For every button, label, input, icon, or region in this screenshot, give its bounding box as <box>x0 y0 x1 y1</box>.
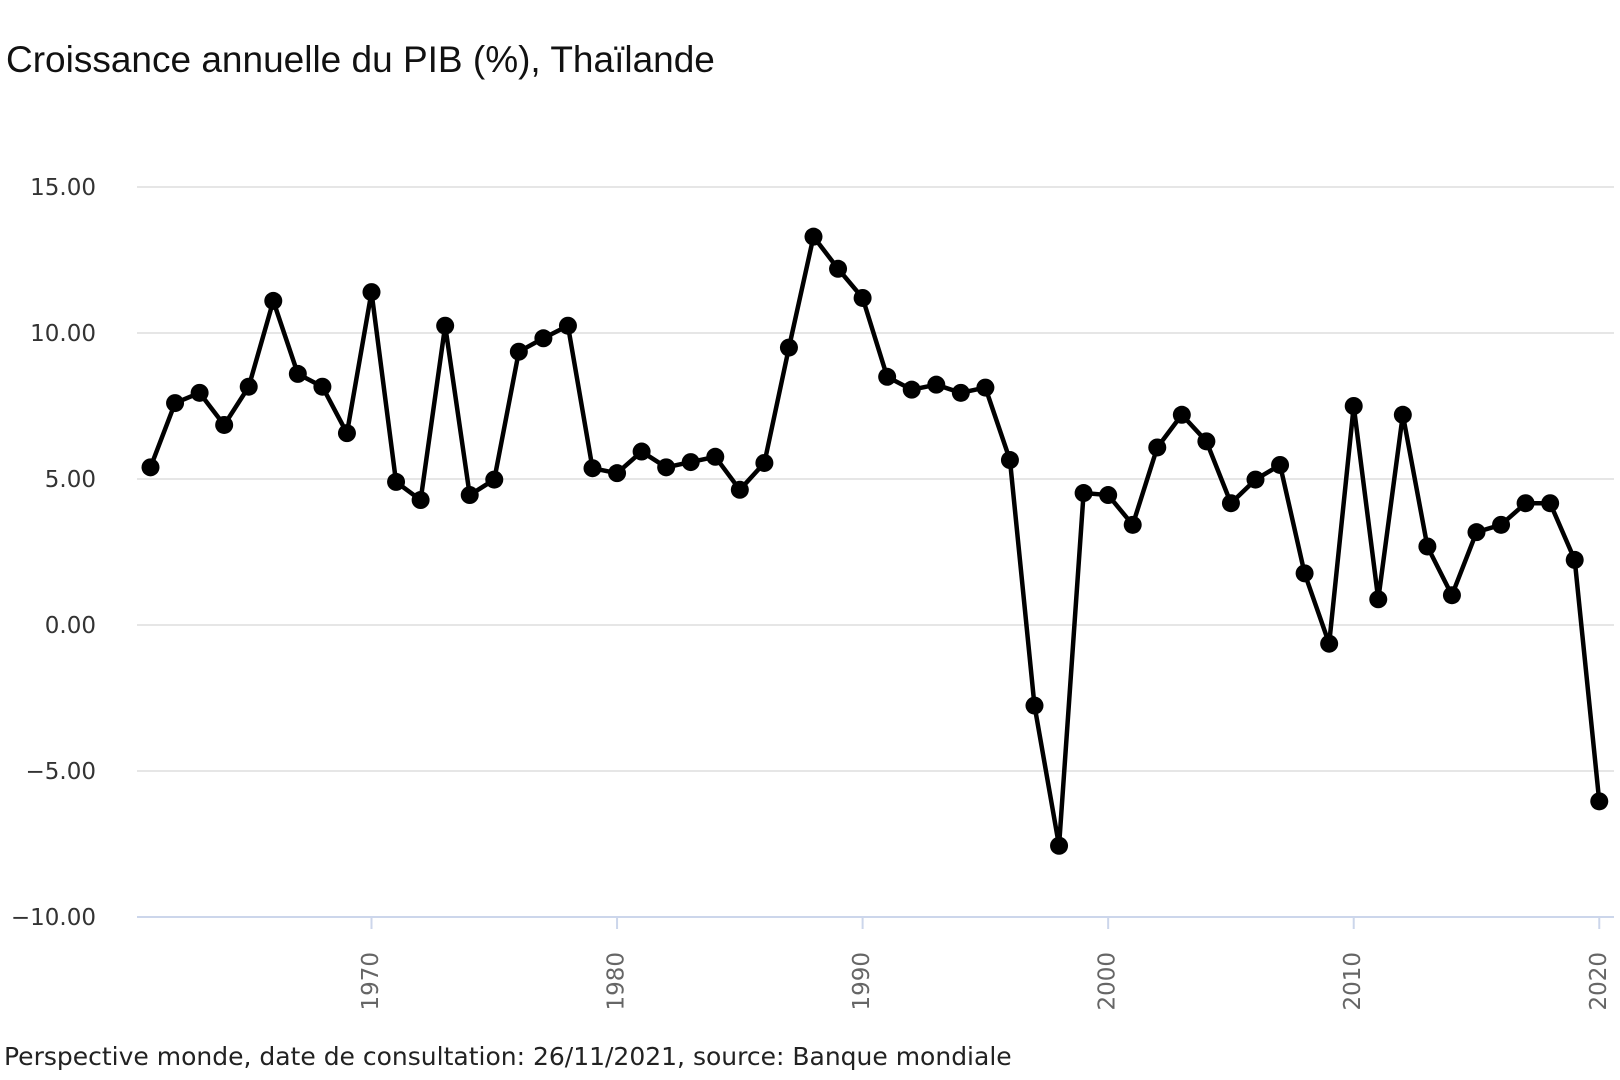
data-point <box>1492 515 1511 534</box>
data-point <box>829 259 848 278</box>
data-point <box>1590 792 1609 811</box>
data-point <box>1541 494 1560 513</box>
data-point <box>141 458 160 477</box>
x-tick-label: 1980 <box>604 952 630 1011</box>
data-point <box>1123 515 1142 534</box>
data-point <box>951 383 970 402</box>
data-point <box>1565 550 1584 569</box>
data-point <box>239 377 258 396</box>
data-point <box>1516 494 1535 513</box>
data-point <box>387 472 406 491</box>
data-point <box>583 459 602 478</box>
data-point <box>215 415 234 434</box>
data-point <box>1050 836 1069 855</box>
x-tick-label: 2000 <box>1095 952 1121 1011</box>
data-point <box>1221 494 1240 513</box>
data-point <box>1197 432 1216 451</box>
data-point <box>1246 470 1265 489</box>
data-point <box>264 291 283 310</box>
x-tick-label: 1970 <box>358 952 384 1011</box>
y-tick-label: −10.00 <box>11 905 96 931</box>
data-point <box>1467 523 1486 542</box>
data-point <box>362 283 381 302</box>
y-tick-label: 0.00 <box>45 613 96 639</box>
data-point <box>166 394 185 413</box>
x-tick-label: 2020 <box>1586 952 1612 1011</box>
data-point <box>534 329 553 348</box>
data-point <box>657 458 676 477</box>
data-point <box>755 453 774 472</box>
source-note: Perspective monde, date de consultation:… <box>4 1042 1012 1071</box>
data-point <box>1442 586 1461 605</box>
data-point <box>853 288 872 307</box>
data-point <box>1393 405 1412 424</box>
data-point <box>804 227 823 246</box>
y-tick-label: 10.00 <box>30 321 96 347</box>
y-tick-label: 5.00 <box>45 467 96 493</box>
data-point <box>927 375 946 394</box>
data-point <box>436 316 455 335</box>
data-point <box>878 367 897 386</box>
data-point <box>902 380 921 399</box>
data-point <box>1099 486 1118 505</box>
data-point <box>1074 484 1093 503</box>
data-point <box>1000 451 1019 470</box>
data-point <box>313 377 332 396</box>
data-point <box>288 364 307 383</box>
data-point <box>779 338 798 357</box>
data-point <box>1369 590 1388 609</box>
data-point <box>460 486 479 505</box>
data-point <box>1025 696 1044 715</box>
data-point <box>608 464 627 483</box>
data-point <box>632 442 651 461</box>
y-tick-label: −5.00 <box>26 759 96 785</box>
data-point <box>1320 634 1339 653</box>
data-point <box>558 316 577 335</box>
data-point <box>1418 537 1437 556</box>
x-tick-label: 2010 <box>1340 952 1366 1011</box>
data-point <box>411 491 430 510</box>
data-point <box>1271 455 1290 474</box>
data-point <box>1344 397 1363 415</box>
chart-title: Croissance annuelle du PIB (%), Thaïland… <box>6 39 715 80</box>
data-point <box>730 480 749 499</box>
data-point <box>706 447 725 466</box>
data-point <box>509 342 528 361</box>
data-point <box>1148 438 1167 457</box>
data-line <box>148 234 1602 849</box>
data-point <box>190 383 209 402</box>
data-point <box>1172 405 1191 424</box>
data-point <box>337 424 356 443</box>
data-point <box>976 378 995 397</box>
data-point <box>1295 564 1314 583</box>
data-point <box>681 453 700 472</box>
data-point <box>485 470 504 489</box>
x-tick-label: 1990 <box>849 952 875 1011</box>
y-tick-label: 15.00 <box>30 175 96 201</box>
